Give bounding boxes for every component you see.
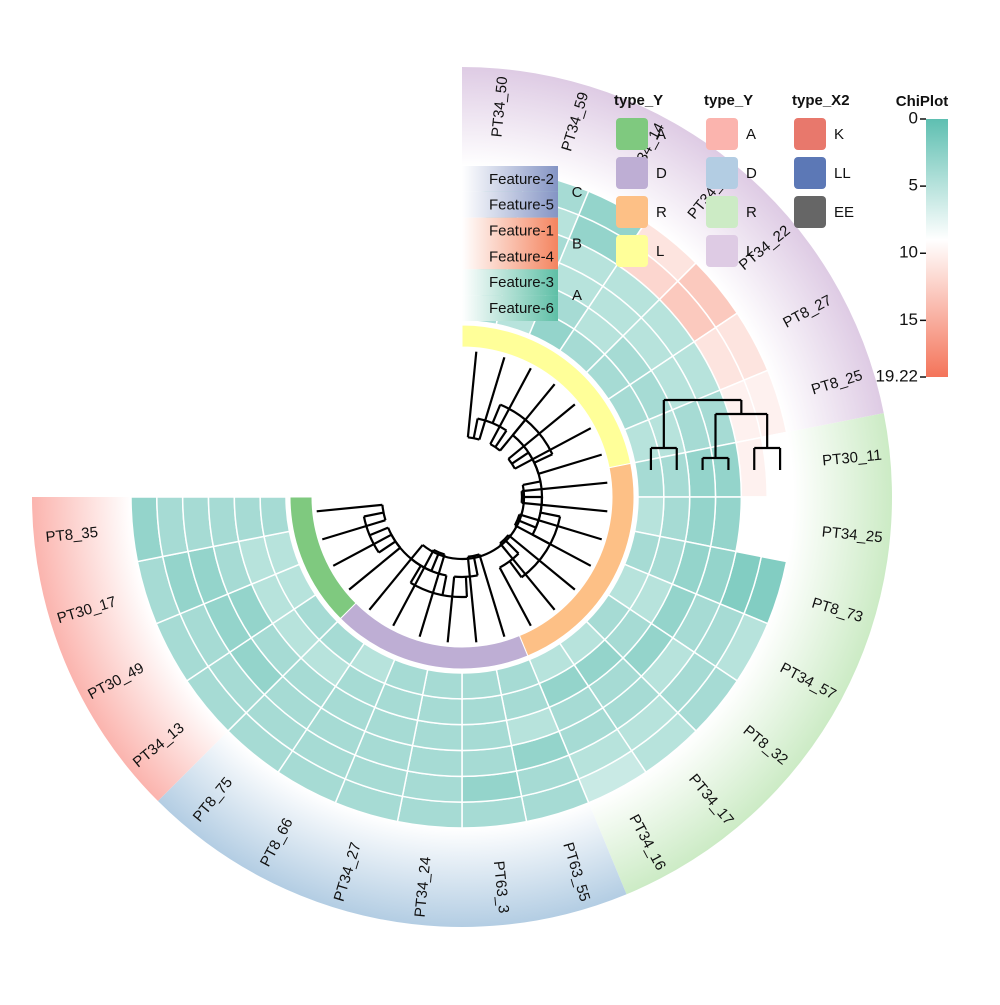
legend-swatch [794, 196, 826, 228]
tree-branch [500, 543, 555, 609]
tree-arc [423, 485, 524, 559]
feature-label: Feature-1 [489, 223, 554, 240]
tree-branch [411, 545, 422, 559]
tree-branch [474, 419, 478, 439]
legend-title: type_Y [614, 92, 663, 109]
legend-swatch [616, 196, 648, 228]
legend-swatch [794, 157, 826, 189]
colorbar-tick-label: 0 [909, 108, 918, 127]
tree-branch [490, 368, 531, 444]
tree-branch [379, 541, 396, 552]
tree-arc [508, 459, 515, 469]
legend-swatch [706, 157, 738, 189]
tree-arc [411, 583, 467, 597]
legend-title: type_Y [704, 92, 753, 109]
tree-branch [508, 404, 574, 459]
colorbar-tick-label: 19.22 [875, 366, 918, 385]
heat-cell-PT34_24-Feature-6 [423, 670, 462, 699]
colorbar-gradient [926, 119, 948, 377]
legend-label: R [746, 204, 757, 221]
tree-branch [508, 535, 574, 590]
legend-swatch [706, 235, 738, 267]
tree-branch [364, 513, 384, 517]
feature-group-label: B [572, 235, 582, 252]
dendrogram-layer [317, 352, 608, 643]
tree-branch [523, 481, 541, 485]
legend-swatch [706, 118, 738, 150]
tree-branch [466, 577, 467, 597]
tree-branch [411, 566, 421, 583]
legend-swatch [706, 196, 738, 228]
feature-label: Feature-5 [489, 197, 554, 214]
heat-cell-PT34_25-Feature-6 [635, 497, 664, 536]
tree-branch [493, 405, 501, 423]
tree-branch [540, 513, 560, 517]
feature-group-label: C [572, 184, 583, 201]
tree-branch [317, 505, 383, 511]
tree-branch [442, 575, 446, 595]
legend-label: R [656, 204, 667, 221]
heat-cell-PT30_11-Feature-6 [635, 458, 664, 497]
legend-swatch [794, 118, 826, 150]
tree-branch [515, 525, 591, 566]
feature-label: Feature-3 [489, 274, 554, 291]
legend-label: L [656, 243, 664, 260]
colorbar-tick-label: 15 [899, 310, 918, 329]
legend-swatch [616, 157, 648, 189]
tree-branch [533, 535, 551, 544]
legend-label: K [834, 126, 844, 143]
legend-label: EE [834, 204, 854, 221]
group-ring-layer [290, 325, 634, 669]
legend-label: L [746, 243, 754, 260]
heat-cell-PT8_35-Feature-6 [260, 497, 289, 536]
tree-branch [370, 528, 388, 536]
tree-branch [522, 483, 608, 491]
feature-label: Feature-2 [489, 171, 554, 188]
legend-label: LL [834, 165, 851, 182]
tree-branch [522, 503, 608, 511]
tree-branch [468, 557, 476, 643]
feature-label: Feature-6 [489, 300, 554, 317]
colorbar-tick-label: 10 [899, 243, 918, 262]
tree-branch [448, 577, 454, 643]
tree-branch [513, 420, 526, 435]
tree-branch [534, 454, 552, 463]
legend-swatch [616, 118, 648, 150]
legend-label: A [656, 126, 666, 143]
colorbar-tick-label: 5 [909, 176, 918, 195]
tree-branch [468, 352, 476, 438]
legend-title: type_X2 [792, 92, 850, 109]
tree-branch [500, 384, 555, 450]
tree-arc [454, 575, 477, 577]
feature-group-label: A [572, 287, 582, 304]
legend-label: D [656, 165, 667, 182]
legend-label: A [746, 126, 756, 143]
legend-swatch [616, 235, 648, 267]
legend-label: D [746, 165, 757, 182]
heat-cell-PT63_3-Feature-6 [462, 670, 501, 699]
tree-arc [490, 444, 500, 451]
feature-label: Feature-4 [489, 248, 554, 265]
tree-branch [322, 520, 385, 539]
colorbar-title: ChiPlot [896, 93, 949, 110]
